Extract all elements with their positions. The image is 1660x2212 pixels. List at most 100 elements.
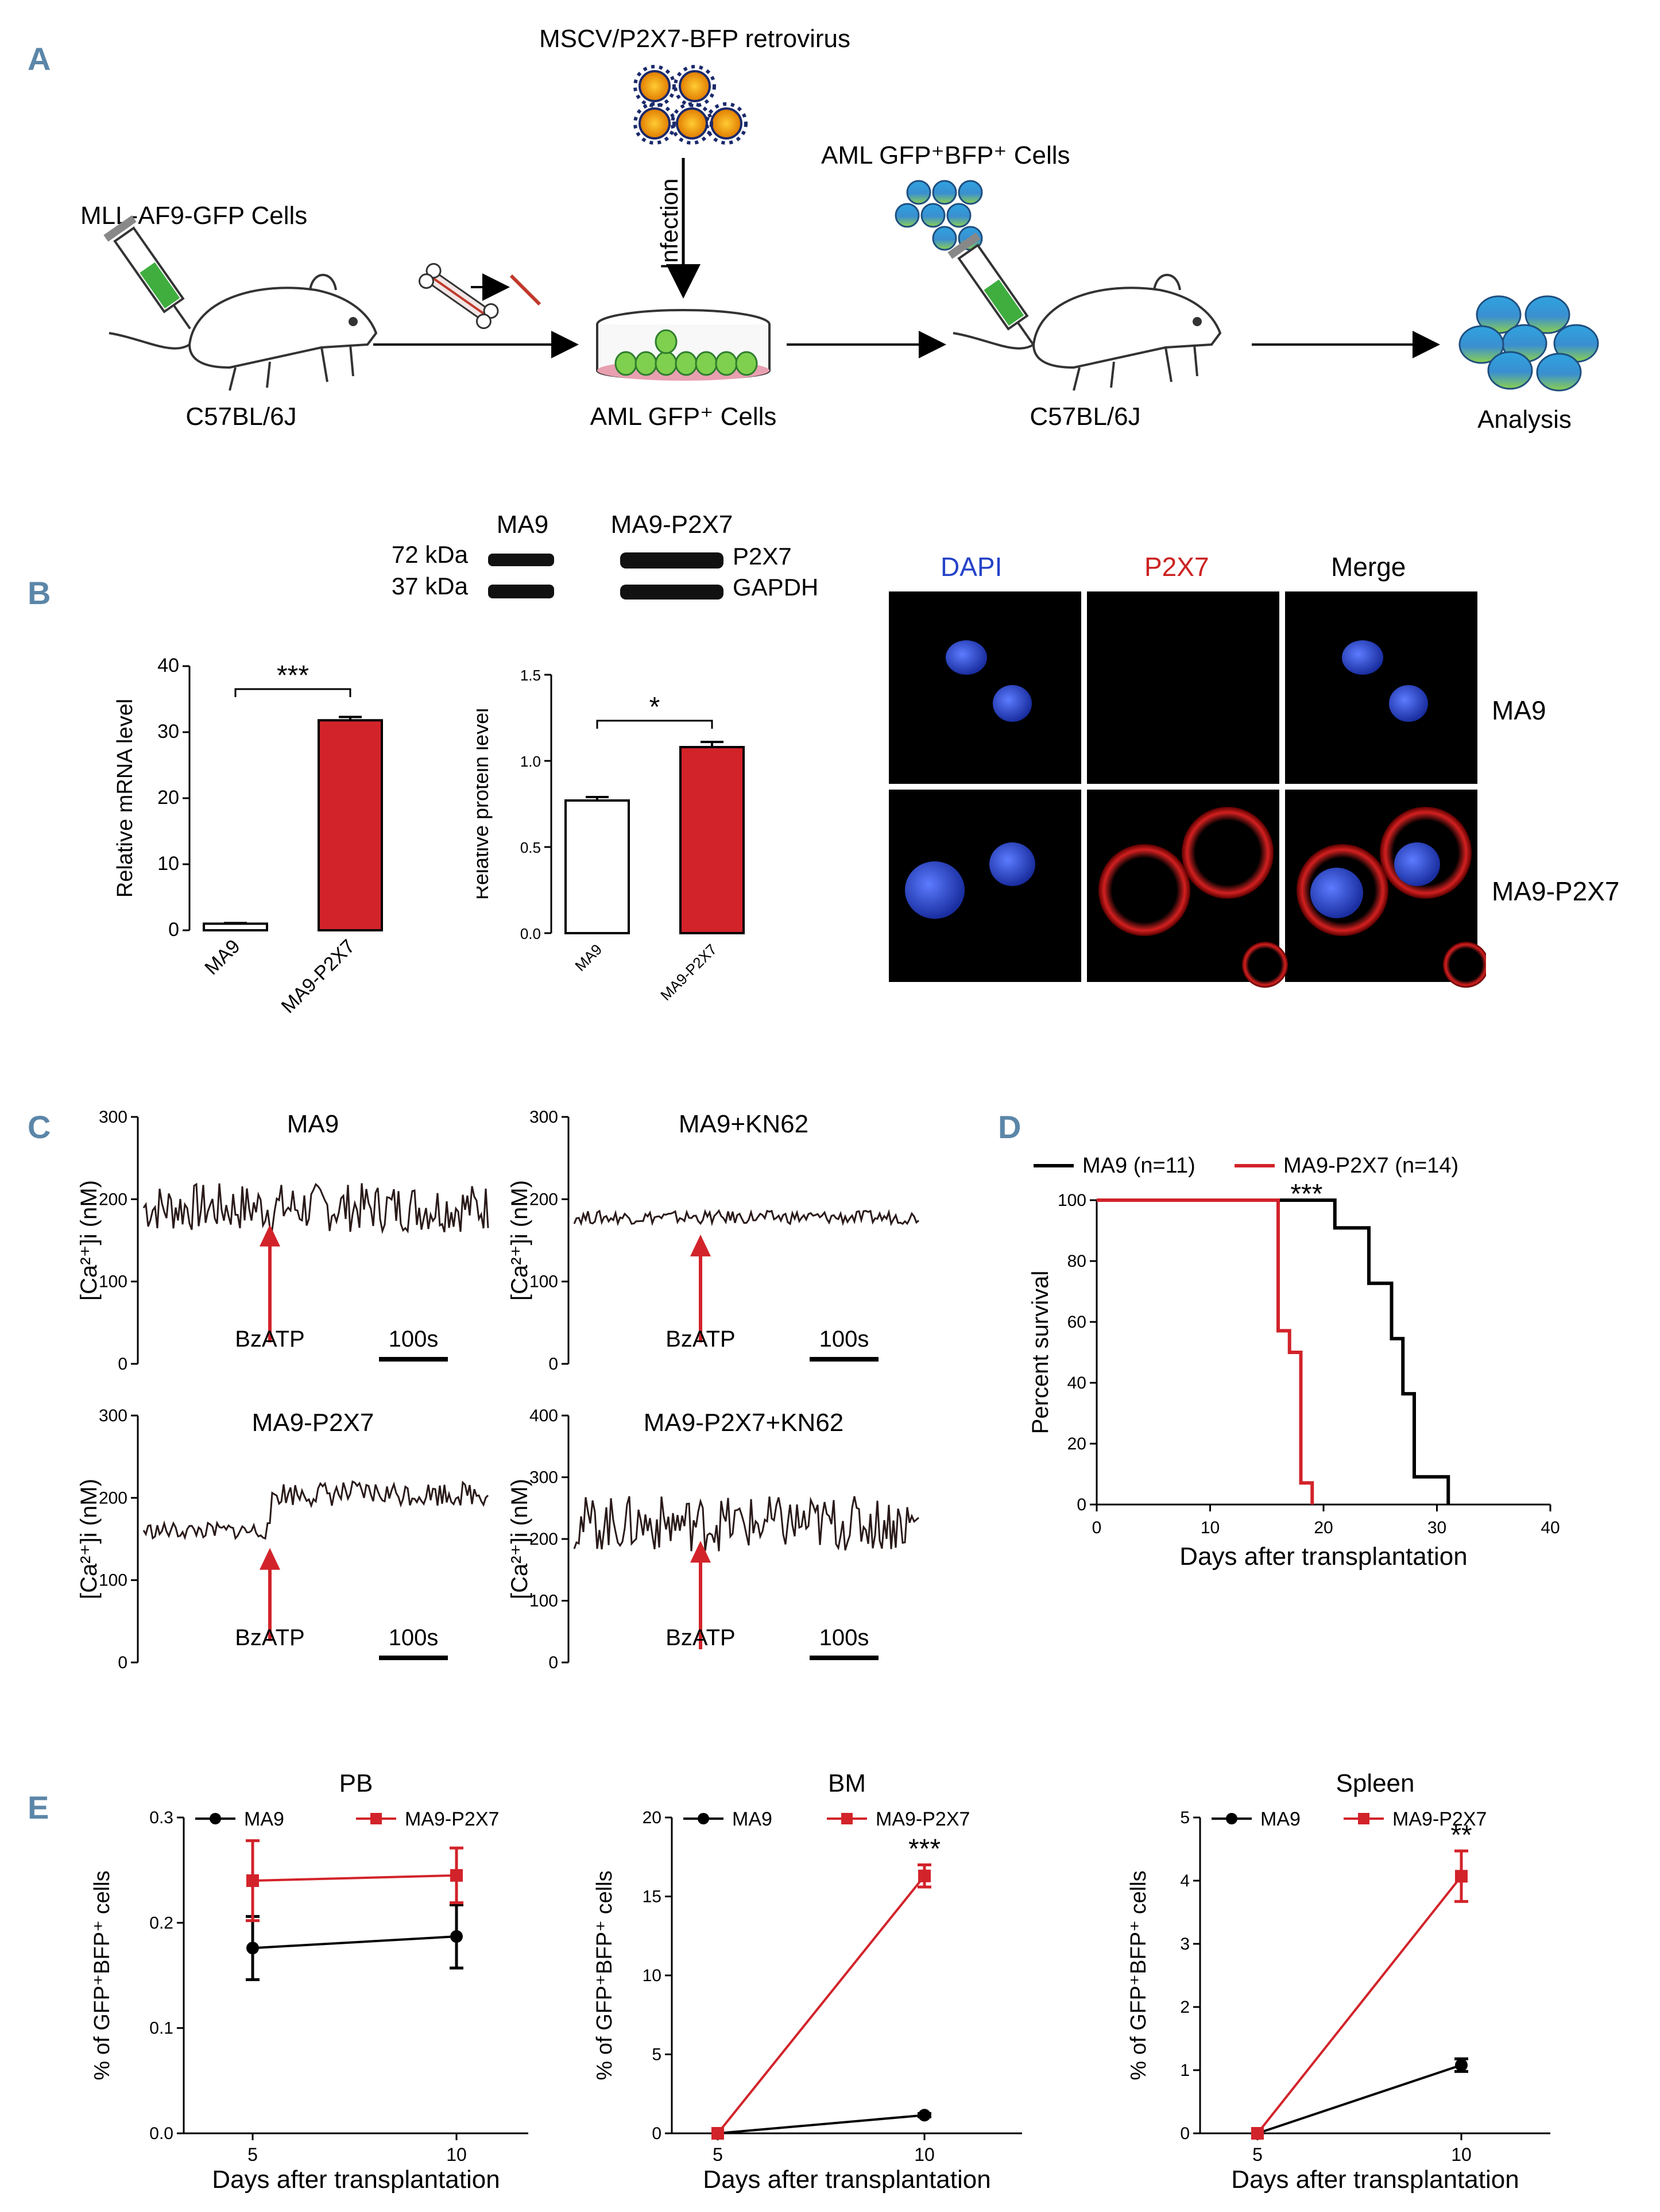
data-point <box>918 2109 931 2122</box>
y-tick-label: 20 <box>157 787 179 809</box>
analysis-label: Analysis <box>1477 405 1572 434</box>
y-axis-label: [Ca²⁺]i (nM) <box>507 1180 532 1301</box>
virus-icon <box>639 70 742 140</box>
y-tick-label: 60 <box>1067 1313 1086 1332</box>
chart-d-survival: 0 20 40 60 80 100 0 10 20 30 40 Days after transpla… <box>1028 1154 1560 1571</box>
y-tick-label: 200 <box>529 1530 558 1549</box>
chart-c-p2x7-kn62: 0 100 200 300 400 [Ca²⁺]i (nM) MA9-P2X7+KN62 Bz… <box>507 1406 919 1672</box>
y-tick-label: 0.5 <box>520 839 541 856</box>
x-tick-label: MA9 <box>200 935 244 979</box>
x-tick-label: 10 <box>1201 1518 1220 1537</box>
y-tick-label: 20 <box>643 1808 661 1827</box>
legend-label: MA9 <box>1260 1808 1301 1830</box>
calcium-trace <box>142 1182 489 1235</box>
y-tick-label: 100 <box>99 1273 127 1291</box>
x-tick-label: 40 <box>1541 1518 1560 1537</box>
bar <box>203 922 268 931</box>
wb-band-p2x7: P2X7 <box>733 543 792 570</box>
calcium-trace <box>142 1480 489 1541</box>
significance-label: *** <box>1290 1179 1322 1209</box>
significance-label: *** <box>908 1834 941 1865</box>
y-tick-label: 0.3 <box>149 1808 173 1827</box>
y-tick-label: 200 <box>99 1488 127 1507</box>
data-point <box>1251 2127 1264 2140</box>
y-tick-label: 0 <box>1180 2124 1190 2143</box>
chart-title: BM <box>828 1769 866 1797</box>
y-tick-label: 40 <box>1067 1374 1086 1393</box>
y-tick-label: 300 <box>99 1108 127 1127</box>
scale-label: 100s <box>389 1625 439 1650</box>
x-tick-label: 20 <box>1314 1518 1333 1537</box>
panel-letter-e: E <box>28 1789 49 1826</box>
significance-bracket <box>234 688 351 697</box>
x-tick-label: MA9-P2X7 <box>277 935 359 1018</box>
series-line <box>252 1874 457 1882</box>
y-tick-label: 10 <box>643 1966 661 1985</box>
x-tick-label: 5 <box>713 2144 723 2165</box>
y-tick-label: 5 <box>1180 1808 1190 1827</box>
y-tick-label: 100 <box>99 1571 127 1590</box>
x-tick-label: MA9-P2X7 <box>657 941 720 1004</box>
stimulus-label: BzATP <box>665 1625 736 1650</box>
significance-label: *** <box>277 660 309 691</box>
y-tick-label: 40 <box>157 655 179 676</box>
band-gapdh-ma9 <box>488 585 554 598</box>
data-point <box>711 2127 724 2140</box>
survival-curve <box>1097 1198 1314 1505</box>
if-ma9-p2x7 <box>1087 591 1279 784</box>
mouse2-label: C57BL/6J <box>1030 403 1140 431</box>
chart-b-mrna: 0 10 20 30 40 Relative mRNA level MA9 MA9-P2X7 *… <box>115 655 383 1018</box>
wb-col-ma9: MA9 <box>497 511 548 539</box>
wb-kda-72: 72 kDa <box>392 541 469 568</box>
culture-dish-icon <box>596 309 771 381</box>
data-point <box>1455 1870 1468 1883</box>
y-tick-label: 3 <box>1180 1935 1190 1954</box>
calcium-trace <box>573 1496 919 1552</box>
legend-marker <box>210 1813 221 1824</box>
aml-gfp-cells-label: AML GFP⁺ Cells <box>590 403 777 431</box>
panel-letter-c: C <box>28 1109 51 1145</box>
wb-col-ma9-p2x7: MA9-P2X7 <box>611 511 733 539</box>
labeled-cells-icon <box>895 180 983 251</box>
legend-label: MA9-P2X7 (n=14) <box>1283 1154 1458 1178</box>
legend-marker <box>370 1813 382 1824</box>
western-blot: MA9 MA9-P2X7 72 kDa 37 kDa P2X7 GAPDH <box>392 511 818 601</box>
if-col-p2x7: P2X7 <box>1144 552 1209 582</box>
x-axis-label: Days after transplantation <box>1231 2165 1519 2194</box>
y-tick-label: 100 <box>529 1592 558 1611</box>
series-line <box>1257 2064 1462 2134</box>
x-tick-label: 10 <box>1451 2144 1472 2165</box>
chart-b-protein: 0.0 0.5 1.0 1.5 Relative protein level MA9 MA9… <box>477 667 745 1004</box>
legend-marker <box>698 1813 709 1824</box>
x-axis-label: Days after transplantation <box>703 2165 990 2194</box>
bone-icon <box>418 263 499 330</box>
y-tick-label: 0 <box>1077 1495 1086 1514</box>
retrovirus-label: MSCV/P2X7-BFP retrovirus <box>539 25 850 53</box>
y-tick-label: 0 <box>548 1653 558 1672</box>
legend-label: MA9 (n=11) <box>1082 1154 1195 1178</box>
stimulus-label: BzATP <box>665 1327 736 1352</box>
series-line <box>717 2114 925 2134</box>
bar <box>564 799 630 934</box>
if-ma9-merge <box>1285 591 1477 784</box>
x-tick-label: 30 <box>1427 1518 1446 1537</box>
band-p2x7-ma9-p2x7 <box>620 552 723 569</box>
y-tick-label: 0.2 <box>149 1913 173 1932</box>
y-tick-label: 1.5 <box>520 667 541 684</box>
y-tick-label: 0 <box>118 1355 127 1374</box>
analysis-cells-icon <box>1458 295 1599 392</box>
series-line <box>252 1935 457 1950</box>
y-axis-label: % of GFP⁺BFP⁺ cells <box>1127 1870 1151 2080</box>
y-tick-label: 300 <box>99 1406 127 1425</box>
y-tick-label: 2 <box>1180 1998 1190 2017</box>
legend-label: MA9 <box>732 1808 772 1830</box>
y-axis-label: % of GFP⁺BFP⁺ cells <box>90 1870 114 2080</box>
y-tick-label: 400 <box>529 1406 558 1425</box>
legend-label: MA9-P2X7 <box>1392 1808 1487 1830</box>
y-tick-label: 30 <box>157 721 179 743</box>
data-point <box>246 1874 259 1887</box>
infection-label: Infection <box>656 179 683 270</box>
legend-label: MA9-P2X7 <box>876 1808 970 1830</box>
legend-label: MA9 <box>244 1808 284 1830</box>
